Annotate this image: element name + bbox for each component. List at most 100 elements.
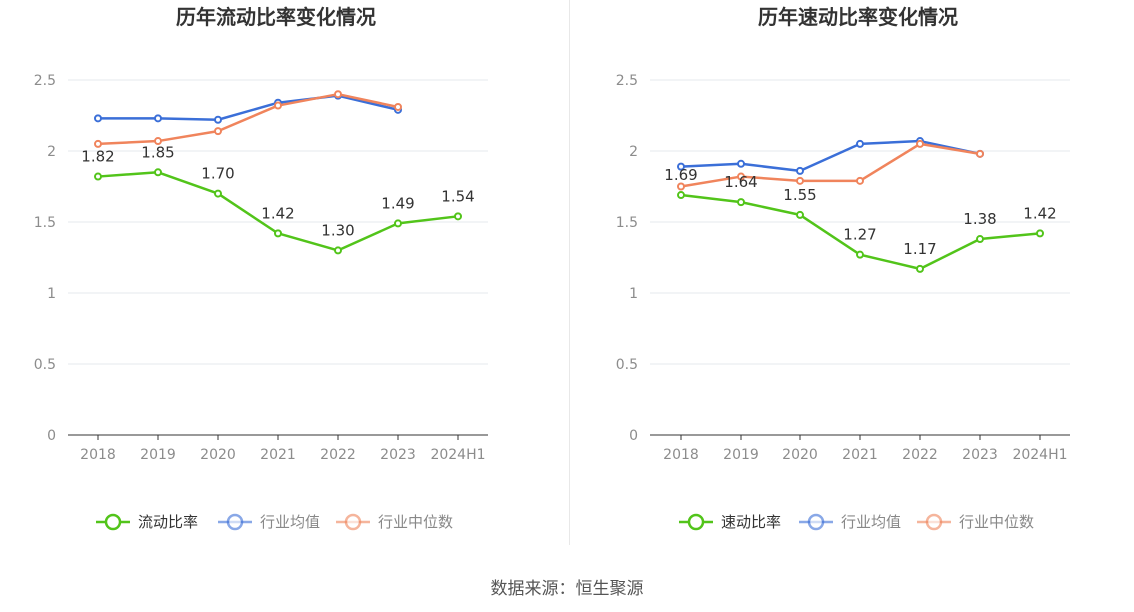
legend-marker-icon xyxy=(925,513,943,531)
data-point xyxy=(916,264,924,273)
data-label: 1.85 xyxy=(141,143,174,161)
y-tick-label: 1 xyxy=(47,286,56,302)
y-tick-label: 0 xyxy=(629,428,638,444)
data-point xyxy=(334,90,342,99)
data-point xyxy=(214,189,222,198)
x-tick-label: 2024H1 xyxy=(1012,447,1067,463)
legend-label: 行业中位数 xyxy=(378,513,453,531)
x-tick-label: 2022 xyxy=(902,447,938,463)
legend-label: 速动比率 xyxy=(721,513,781,531)
x-tick-label: 2022 xyxy=(320,447,356,463)
data-label: 1.27 xyxy=(843,226,876,244)
legend-label: 行业均值 xyxy=(260,513,320,531)
data-point xyxy=(976,149,984,158)
data-point xyxy=(274,229,282,238)
data-label: 1.70 xyxy=(201,165,234,183)
legend-marker-icon xyxy=(344,513,362,531)
data-label: 1.42 xyxy=(261,204,294,222)
data-point xyxy=(1036,229,1044,238)
x-tick-label: 2019 xyxy=(723,447,759,463)
data-point xyxy=(214,115,222,124)
x-tick-label: 2020 xyxy=(200,447,236,463)
data-point xyxy=(274,101,282,110)
legend-item: 速动比率 xyxy=(679,513,781,531)
data-point xyxy=(394,219,402,228)
data-point xyxy=(916,139,924,148)
legend-marker-icon xyxy=(226,513,244,531)
data-label: 1.42 xyxy=(1023,204,1056,222)
data-point xyxy=(214,127,222,136)
data-point xyxy=(94,139,102,148)
series-line xyxy=(680,142,981,188)
x-tick-label: 2024H1 xyxy=(430,447,485,463)
legend-label: 行业中位数 xyxy=(959,513,1034,531)
y-tick-label: 1 xyxy=(629,286,638,302)
x-tick-label: 2023 xyxy=(962,447,998,463)
data-label: 1.30 xyxy=(321,221,354,239)
data-point xyxy=(856,250,864,259)
x-tick-label: 2018 xyxy=(80,447,116,463)
series-line xyxy=(98,94,399,122)
data-point xyxy=(677,162,685,171)
data-point xyxy=(796,166,804,175)
legend-item: 行业中位数 xyxy=(917,513,1034,531)
y-tick-label: 1.5 xyxy=(616,215,638,231)
data-point xyxy=(737,172,745,181)
x-tick-label: 2018 xyxy=(663,447,699,463)
data-point xyxy=(154,168,162,177)
data-point xyxy=(154,114,162,123)
y-tick-label: 0.5 xyxy=(616,357,638,373)
data-source-label: 数据来源：恒生聚源 xyxy=(490,579,644,599)
data-point xyxy=(856,139,864,148)
legend-marker-icon xyxy=(807,513,825,531)
data-label: 1.64 xyxy=(724,173,757,191)
legend-item: 行业均值 xyxy=(799,513,901,531)
data-point xyxy=(94,114,102,123)
data-point xyxy=(334,246,342,255)
x-tick-label: 2021 xyxy=(260,447,296,463)
data-point xyxy=(94,172,102,181)
series-line xyxy=(680,139,981,173)
chart-title: 历年流动比率变化情况 xyxy=(176,5,376,29)
data-label: 1.69 xyxy=(664,166,697,184)
y-tick-label: 2.5 xyxy=(616,73,638,89)
legend-item: 流动比率 xyxy=(96,513,198,531)
x-tick-label: 2021 xyxy=(842,447,878,463)
y-tick-label: 0.5 xyxy=(34,357,56,373)
legend-label: 行业均值 xyxy=(841,513,901,531)
legend-item: 行业中位数 xyxy=(336,513,453,531)
data-label: 1.38 xyxy=(963,210,996,228)
data-point xyxy=(737,198,745,207)
y-tick-label: 2.5 xyxy=(34,73,56,89)
data-point xyxy=(796,210,804,219)
chart-title: 历年速动比率变化情况 xyxy=(758,5,958,29)
data-point xyxy=(677,182,685,191)
data-point xyxy=(454,212,462,221)
chart-panel-2: 历年速动比率变化情况 0 0.5 1 1.5 2 2.5 2018 2019 2020 2021 20… xyxy=(616,5,1070,531)
legend-label: 流动比率 xyxy=(138,513,198,531)
legend-marker-icon xyxy=(687,513,705,531)
data-point xyxy=(976,235,984,244)
legend-marker-icon xyxy=(104,513,122,531)
panel-divider xyxy=(569,0,570,545)
y-tick-label: 2 xyxy=(629,144,638,160)
y-tick-label: 2 xyxy=(47,144,56,160)
x-tick-label: 2023 xyxy=(380,447,416,463)
data-point xyxy=(677,191,685,200)
data-label: 1.82 xyxy=(81,148,114,166)
series-line xyxy=(97,92,399,146)
x-tick-label: 2019 xyxy=(140,447,176,463)
x-tick-label: 2020 xyxy=(782,447,818,463)
legend-item: 行业均值 xyxy=(218,513,320,531)
data-point xyxy=(737,159,745,168)
data-label: 1.17 xyxy=(903,240,936,258)
data-label: 1.54 xyxy=(441,187,474,205)
y-tick-label: 1.5 xyxy=(34,215,56,231)
y-tick-label: 0 xyxy=(47,428,56,444)
data-point xyxy=(154,137,162,146)
data-label: 1.55 xyxy=(783,186,816,204)
chart-panel-1: 历年流动比率变化情况 0 0.5 1 1.5 2 2.5 2018 2019 2020 2021 20… xyxy=(34,5,488,531)
data-point xyxy=(796,176,804,185)
data-point xyxy=(394,102,402,111)
